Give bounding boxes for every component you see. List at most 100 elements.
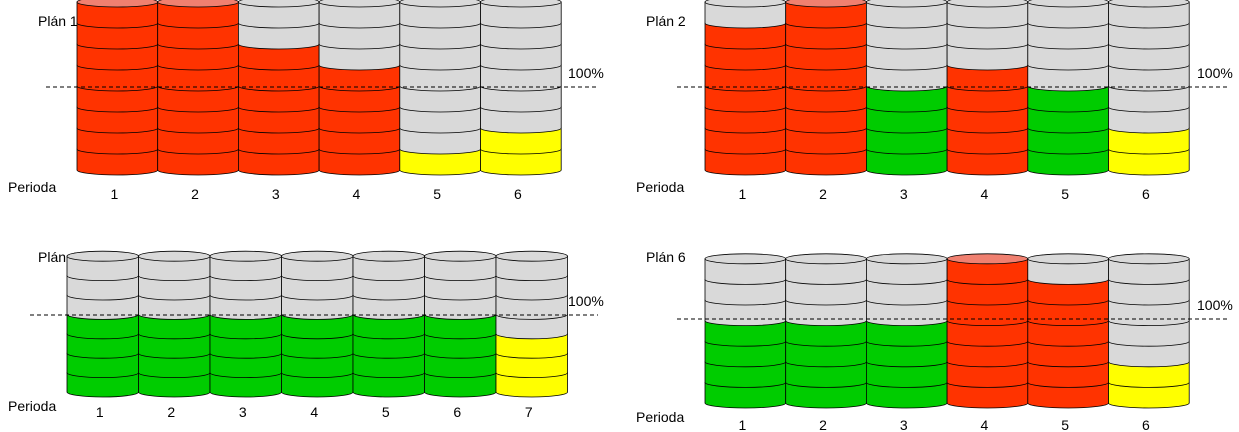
unit-yellow [1108,361,1190,388]
unit-green [138,352,211,378]
period-number: 4 [310,404,318,420]
unit-green [866,85,948,113]
stack-top-cap [318,0,401,8]
unit-red [946,258,1029,285]
unit-yellow [1108,382,1190,409]
period-column [66,250,139,398]
unit-grey [946,43,1029,71]
unit-green [209,372,282,398]
unit-yellow [1108,148,1190,176]
unit-red [1027,299,1109,326]
unit-red [76,148,159,176]
unit-green [1027,85,1109,113]
unit-red [157,1,239,29]
unit-grey [1027,1,1109,29]
unit-red [1027,279,1109,306]
unit-grey [209,275,282,301]
unit-grey [495,314,568,340]
unit-red [946,279,1029,306]
unit-grey [66,255,139,281]
capacity-100-label: 100% [1197,297,1233,313]
unit-red [157,85,239,113]
unit-grey [785,258,867,285]
unit-grey [318,1,401,29]
unit-green [209,314,282,340]
unit-grey [1108,320,1190,347]
stack-top-cap [866,253,948,265]
unit-red [785,1,867,29]
period-label: Perioda [8,398,56,414]
unit-red [318,106,401,134]
period-number: 6 [1142,186,1150,202]
unit-grey [1108,258,1190,285]
unit-red [318,85,401,113]
stack-top-cap [785,253,867,265]
unit-grey [238,22,320,50]
period-number: 5 [1061,417,1069,432]
period-number: 3 [239,404,247,420]
unit-green [1027,106,1109,134]
unit-red [238,64,320,92]
unit-green [866,106,948,134]
unit-grey [424,275,497,301]
unit-red [946,148,1029,176]
unit-green [138,333,211,359]
period-number: 1 [738,417,746,432]
unit-green [138,314,211,340]
unit-grey [424,255,497,281]
period-column [1108,253,1190,409]
period-number: 3 [900,186,908,202]
unit-grey [138,255,211,281]
stack-top-cap [66,250,139,262]
unit-red [704,106,787,134]
unit-grey [1027,258,1109,285]
unit-grey [1108,22,1190,50]
unit-grey [399,64,481,92]
unit-green [1027,127,1109,155]
unit-green [424,372,497,398]
unit-red [785,85,867,113]
unit-red [704,22,787,50]
unit-red [76,22,159,50]
stack-top-cap [1108,0,1190,8]
period-column [495,250,568,398]
stack-top-cap [281,250,354,262]
period-label: Perioda [636,179,684,195]
unit-red [76,127,159,155]
unit-red [157,127,239,155]
period-number: 5 [433,186,441,202]
stack-top-cap [785,0,867,8]
period-column [866,253,948,409]
period-column [1027,253,1109,409]
unit-green [66,372,139,398]
unit-yellow [495,372,568,398]
period-number: 1 [738,186,746,202]
unit-green [704,382,787,409]
unit-grey [138,294,211,320]
unit-grey [209,294,282,320]
stack-top-cap [866,0,948,8]
unit-red [946,361,1029,388]
stack-top-cap [1108,253,1190,265]
unit-green [704,340,787,368]
unit-yellow [399,148,481,176]
unit-green [424,314,497,340]
period-number: 2 [819,417,827,432]
unit-green [785,320,867,347]
unit-grey [866,22,948,50]
unit-grey [946,22,1029,50]
stack-top-cap [704,253,787,265]
unit-yellow [495,352,568,378]
unit-grey [704,279,787,306]
unit-green [352,314,425,340]
stack-top-cap [157,0,239,8]
unit-grey [480,106,562,134]
unit-grey [1108,1,1190,29]
period-column [1027,0,1109,176]
unit-grey [352,255,425,281]
unit-grey [318,22,401,50]
unit-grey [281,275,354,301]
unit-red [157,22,239,50]
unit-grey [480,22,562,50]
